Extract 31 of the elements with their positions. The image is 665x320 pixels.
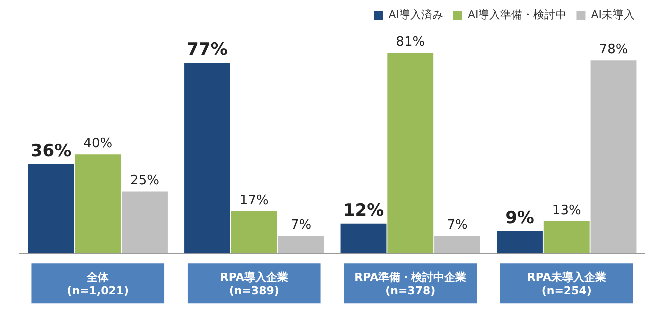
x-tick-label: RPA準備・検討中企業 (n=378)	[354, 271, 467, 298]
data-label: 77%	[187, 40, 228, 60]
bar	[231, 212, 278, 254]
x-tick-label: 全体 (n=1,021)	[67, 271, 130, 298]
bar	[590, 60, 637, 254]
bar	[340, 224, 387, 254]
data-label: 81%	[396, 35, 426, 50]
bar	[184, 63, 230, 254]
legend-label: AI未導入	[591, 8, 636, 22]
bar	[75, 154, 122, 254]
bar	[28, 164, 74, 254]
x-tick-label: RPA導入企業 (n=389)	[220, 271, 288, 298]
data-label: 12%	[343, 200, 384, 221]
data-label: 13%	[552, 203, 582, 218]
data-label: 9%	[506, 208, 534, 228]
bar	[434, 236, 480, 254]
legend-label: AI導入済み	[388, 8, 444, 22]
bar	[388, 53, 434, 254]
bar	[122, 192, 168, 254]
bar	[544, 221, 590, 254]
data-label: 17%	[240, 193, 269, 208]
bar	[497, 231, 543, 254]
bar	[278, 236, 324, 254]
data-label: 78%	[599, 42, 628, 58]
legend-label: AI導入準備・検討中	[468, 8, 567, 22]
data-label: 7%	[290, 218, 312, 234]
data-label: 7%	[447, 218, 468, 234]
x-tick-label: RPA未導入企業 (n=254)	[527, 271, 606, 298]
data-label: 25%	[130, 174, 160, 189]
data-label: 40%	[84, 136, 113, 152]
data-label: 36%	[30, 141, 72, 162]
